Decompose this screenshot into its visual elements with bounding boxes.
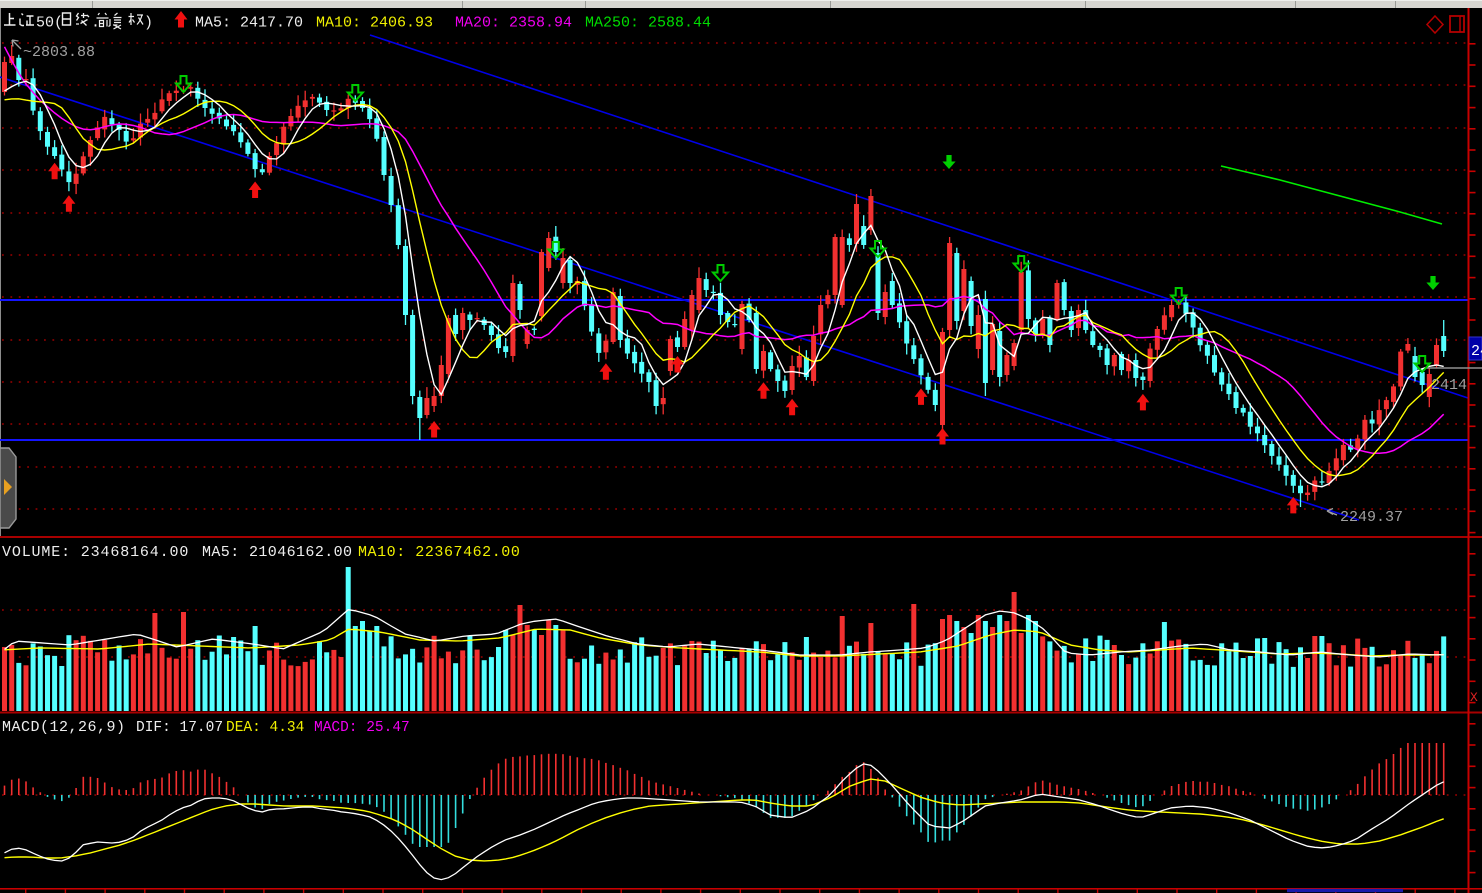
svg-text:~2803.88: ~2803.88: [23, 44, 95, 61]
svg-text:MA10: 22367462.00: MA10: 22367462.00: [358, 544, 520, 561]
svg-text:VOLUME: 23468164.00: VOLUME: 23468164.00: [2, 544, 189, 561]
svg-text:MA10: 2406.93: MA10: 2406.93: [316, 15, 433, 32]
svg-text:MA5: 2417.70: MA5: 2417.70: [195, 15, 303, 32]
svg-text:DIF: 17.07: DIF: 17.07: [136, 720, 223, 736]
svg-text:DEA: 4.34: DEA: 4.34: [226, 720, 304, 736]
svg-text:50(: 50(: [36, 15, 63, 32]
svg-text:2414: 2414: [1431, 377, 1467, 394]
svg-text:X: X: [1470, 690, 1478, 705]
svg-text:MA250: 2588.44: MA250: 2588.44: [585, 15, 711, 32]
svg-text:24: 24: [1471, 343, 1482, 360]
svg-text:MACD: 25.47: MACD: 25.47: [314, 720, 410, 736]
svg-text:MACD(12,26,9): MACD(12,26,9): [2, 719, 126, 736]
svg-text:2249.37: 2249.37: [1340, 509, 1403, 526]
svg-text:MA20: 2358.94: MA20: 2358.94: [455, 15, 572, 32]
svg-text:.: .: [91, 15, 100, 32]
svg-text:): ): [144, 15, 153, 32]
svg-text:MA5: 21046162.00: MA5: 21046162.00: [202, 544, 352, 561]
